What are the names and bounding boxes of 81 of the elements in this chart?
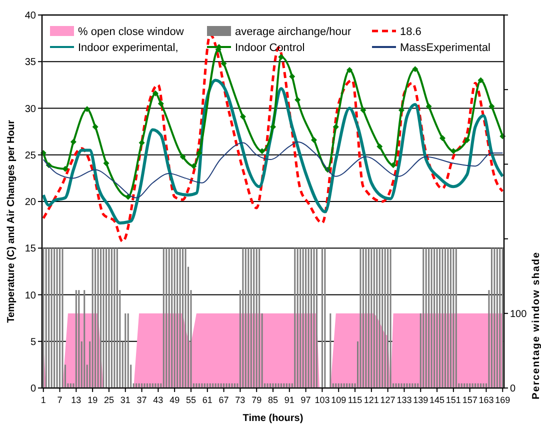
point <box>125 194 132 200</box>
x-tick-label: 91 <box>284 395 294 405</box>
y-tick-label: 10 <box>24 290 36 302</box>
legend-label: Indoor experimental, <box>78 42 178 54</box>
x-tick-label: 97 <box>300 395 311 405</box>
point <box>426 103 432 110</box>
point <box>439 135 446 142</box>
point <box>412 66 418 72</box>
point <box>152 90 158 96</box>
x-tick-label: 25 <box>104 395 114 405</box>
x-tick-label: 163 <box>478 395 494 405</box>
legend-label: % open close window <box>78 26 184 38</box>
legend-label: Indoor Control <box>235 42 305 54</box>
x-tick-label: 13 <box>71 395 82 405</box>
x-tick-label: 61 <box>202 395 212 405</box>
x-axis-title: Time (hours) <box>242 413 304 424</box>
point <box>158 100 164 107</box>
x-tick-label: 1 <box>40 395 46 405</box>
x-tick-label: 49 <box>170 395 180 405</box>
point <box>220 60 227 66</box>
point <box>70 138 76 145</box>
point <box>84 106 90 112</box>
x-tick-label: 139 <box>413 395 428 405</box>
y-tick-label: 15 <box>24 244 36 255</box>
point <box>138 140 145 146</box>
y-tick-label: 30 <box>24 104 36 115</box>
point <box>450 148 456 154</box>
point <box>311 136 318 143</box>
x-tick-label: 127 <box>380 395 396 405</box>
point <box>190 163 197 170</box>
x-tick-label: 31 <box>120 395 130 405</box>
x-tick-label: 55 <box>186 395 196 405</box>
x-tick-label: 37 <box>136 395 147 405</box>
point <box>346 67 353 74</box>
point <box>478 77 484 84</box>
y-tick-label: 25 <box>24 150 36 162</box>
point <box>488 103 495 110</box>
line-series <box>42 78 504 224</box>
x-tick-label: 43 <box>153 395 164 405</box>
point <box>240 114 246 120</box>
y-axis-title: Temperature (C) and Air Changes per Hour <box>6 120 17 323</box>
point <box>289 74 296 80</box>
x-tick-label: 145 <box>430 395 445 405</box>
point <box>332 124 339 130</box>
x-tick-label: 19 <box>88 395 98 405</box>
legend-label: average airchange/hour <box>235 26 352 38</box>
point <box>259 148 266 154</box>
y-tick-label: 40 <box>24 10 36 22</box>
y2-tick-label: 0 <box>510 384 516 394</box>
point <box>196 150 202 156</box>
x-tick-label: 67 <box>218 395 229 405</box>
point <box>390 162 396 168</box>
point <box>294 96 301 103</box>
x-tick-label: 73 <box>235 395 246 405</box>
x-tick-label: 133 <box>396 395 412 405</box>
x-tick-label: 103 <box>314 395 330 405</box>
point <box>92 124 98 130</box>
legend-label: MassExperimental <box>400 42 490 54</box>
point <box>464 136 470 143</box>
x-tick-label: 109 <box>331 395 346 405</box>
x-tick-label: 151 <box>446 395 461 405</box>
y-tick-label: 35 <box>24 57 36 68</box>
y2-axis-title: Percentage window shade <box>531 251 541 400</box>
x-tick-label: 121 <box>364 395 379 405</box>
point <box>360 107 366 114</box>
x-tick-label: 157 <box>462 395 478 405</box>
point <box>103 160 110 166</box>
y-tick-label: 20 <box>24 197 36 208</box>
point <box>278 54 284 60</box>
legend-label: 18.6 <box>400 26 422 38</box>
y-tick-label: 5 <box>30 336 36 348</box>
y2-tick-label: 100 <box>510 308 528 320</box>
x-tick-label: 79 <box>252 395 262 405</box>
x-tick-label: 115 <box>348 395 362 405</box>
x-tick-label: 7 <box>57 395 62 405</box>
point <box>376 143 383 150</box>
x-tick-label: 169 <box>495 395 510 405</box>
y-tick-label: 0 <box>30 384 36 394</box>
x-tick-label: 85 <box>268 395 278 405</box>
point <box>398 107 404 114</box>
point <box>180 154 186 160</box>
